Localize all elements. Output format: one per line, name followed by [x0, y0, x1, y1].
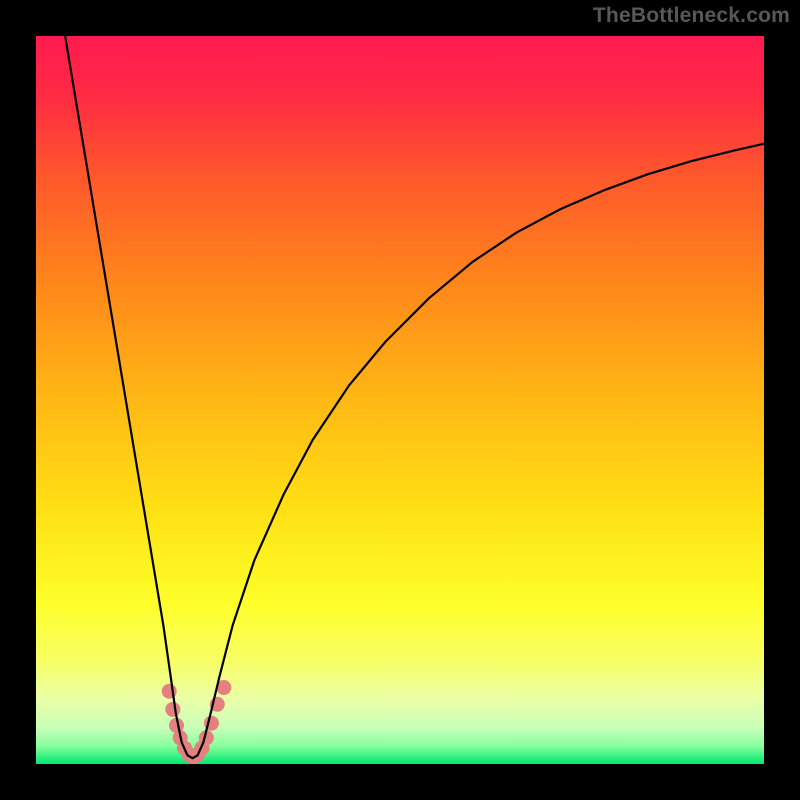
watermark-text: TheBottleneck.com	[593, 4, 790, 28]
chart-frame: TheBottleneck.com	[0, 0, 800, 800]
plot-area	[36, 36, 764, 764]
trough-marker	[165, 702, 180, 717]
curve-layer	[36, 36, 764, 764]
bottleneck-curve	[65, 36, 764, 758]
